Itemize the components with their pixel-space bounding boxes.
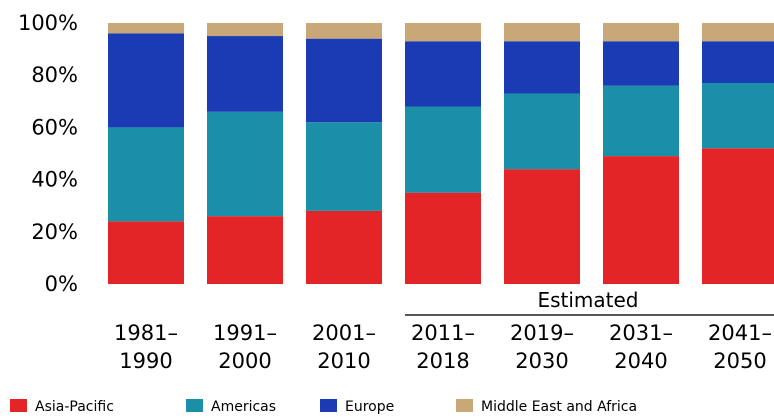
bar-segment-middle-east-and-africa (603, 23, 679, 42)
bar-segment-europe (504, 41, 580, 94)
x-tick-label: 2000 (218, 349, 271, 373)
x-tick-label: 2040 (614, 349, 667, 373)
legend-label-europe: Europe (345, 399, 394, 415)
y-tick-label: 20% (31, 220, 78, 244)
estimated-label: Estimated (537, 288, 638, 312)
legend-label-americas: Americas (211, 399, 276, 415)
estimated-annotation: Estimated (405, 288, 774, 316)
bar-segment-middle-east-and-africa (504, 23, 580, 42)
legend-swatch-middle-east-and-africa (456, 399, 473, 412)
x-tick-label: 2001– (312, 321, 376, 345)
x-axis: 1981– 1990 1991– 2000 2001– 2010 2011– 2018 2019… (114, 321, 772, 373)
x-tick-label: 1990 (119, 349, 172, 373)
bars (108, 23, 774, 284)
legend-swatch-europe (320, 399, 337, 412)
x-tick-label: 1981– (114, 321, 178, 345)
bar-segment-middle-east-and-africa (207, 23, 283, 37)
bar-segment-europe (306, 38, 382, 123)
bar-segment-asia-pacific (603, 156, 679, 284)
bar-segment-americas (306, 122, 382, 211)
bar-segment-asia-pacific (207, 216, 283, 284)
bar-segment-europe (603, 41, 679, 86)
bar-segment-asia-pacific (306, 210, 382, 284)
x-tick-label: 2018 (416, 349, 469, 373)
x-tick-label: 2041– (708, 321, 772, 345)
bar-segment-americas (108, 127, 184, 222)
bar-segment-middle-east-and-africa (306, 23, 382, 39)
bar-segment-middle-east-and-africa (108, 23, 184, 34)
bar-segment-middle-east-and-africa (405, 23, 481, 42)
x-tick-label: 1991– (213, 321, 277, 345)
bar-segment-europe (207, 36, 283, 112)
legend-swatch-americas (186, 399, 203, 412)
x-tick-label: 2050 (713, 349, 766, 373)
bar-segment-asia-pacific (504, 169, 580, 284)
y-tick-label: 0% (45, 272, 78, 296)
y-tick-label: 80% (31, 63, 78, 87)
legend: Asia-Pacific Americas Europe Middle East an… (10, 399, 637, 415)
legend-label-asia-pacific: Asia-Pacific (35, 399, 114, 415)
bar-segment-europe (702, 41, 774, 84)
bar-segment-americas (207, 111, 283, 217)
bar-segment-americas (702, 83, 774, 149)
legend-swatch-asia-pacific (10, 399, 27, 412)
bar-segment-europe (405, 41, 481, 107)
bar-segment-americas (504, 93, 580, 170)
y-tick-label: 60% (31, 115, 78, 139)
y-tick-label: 100% (18, 11, 78, 35)
bar-segment-asia-pacific (108, 221, 184, 284)
legend-label-middle-east-and-africa: Middle East and Africa (481, 399, 637, 415)
bar-segment-middle-east-and-africa (702, 23, 774, 42)
bar-segment-asia-pacific (702, 148, 774, 284)
x-tick-label: 2019– (510, 321, 574, 345)
y-tick-label: 40% (31, 168, 78, 192)
x-tick-label: 2030 (515, 349, 568, 373)
bar-segment-asia-pacific (405, 192, 481, 284)
bar-segment-europe (108, 33, 184, 128)
y-axis: 0% 20% 40% 60% 80% 100% (18, 11, 78, 296)
x-tick-label: 2031– (609, 321, 673, 345)
x-tick-label: 2010 (317, 349, 370, 373)
x-tick-label: 2011– (411, 321, 475, 345)
bar-segment-americas (603, 85, 679, 157)
bar-segment-americas (405, 106, 481, 193)
